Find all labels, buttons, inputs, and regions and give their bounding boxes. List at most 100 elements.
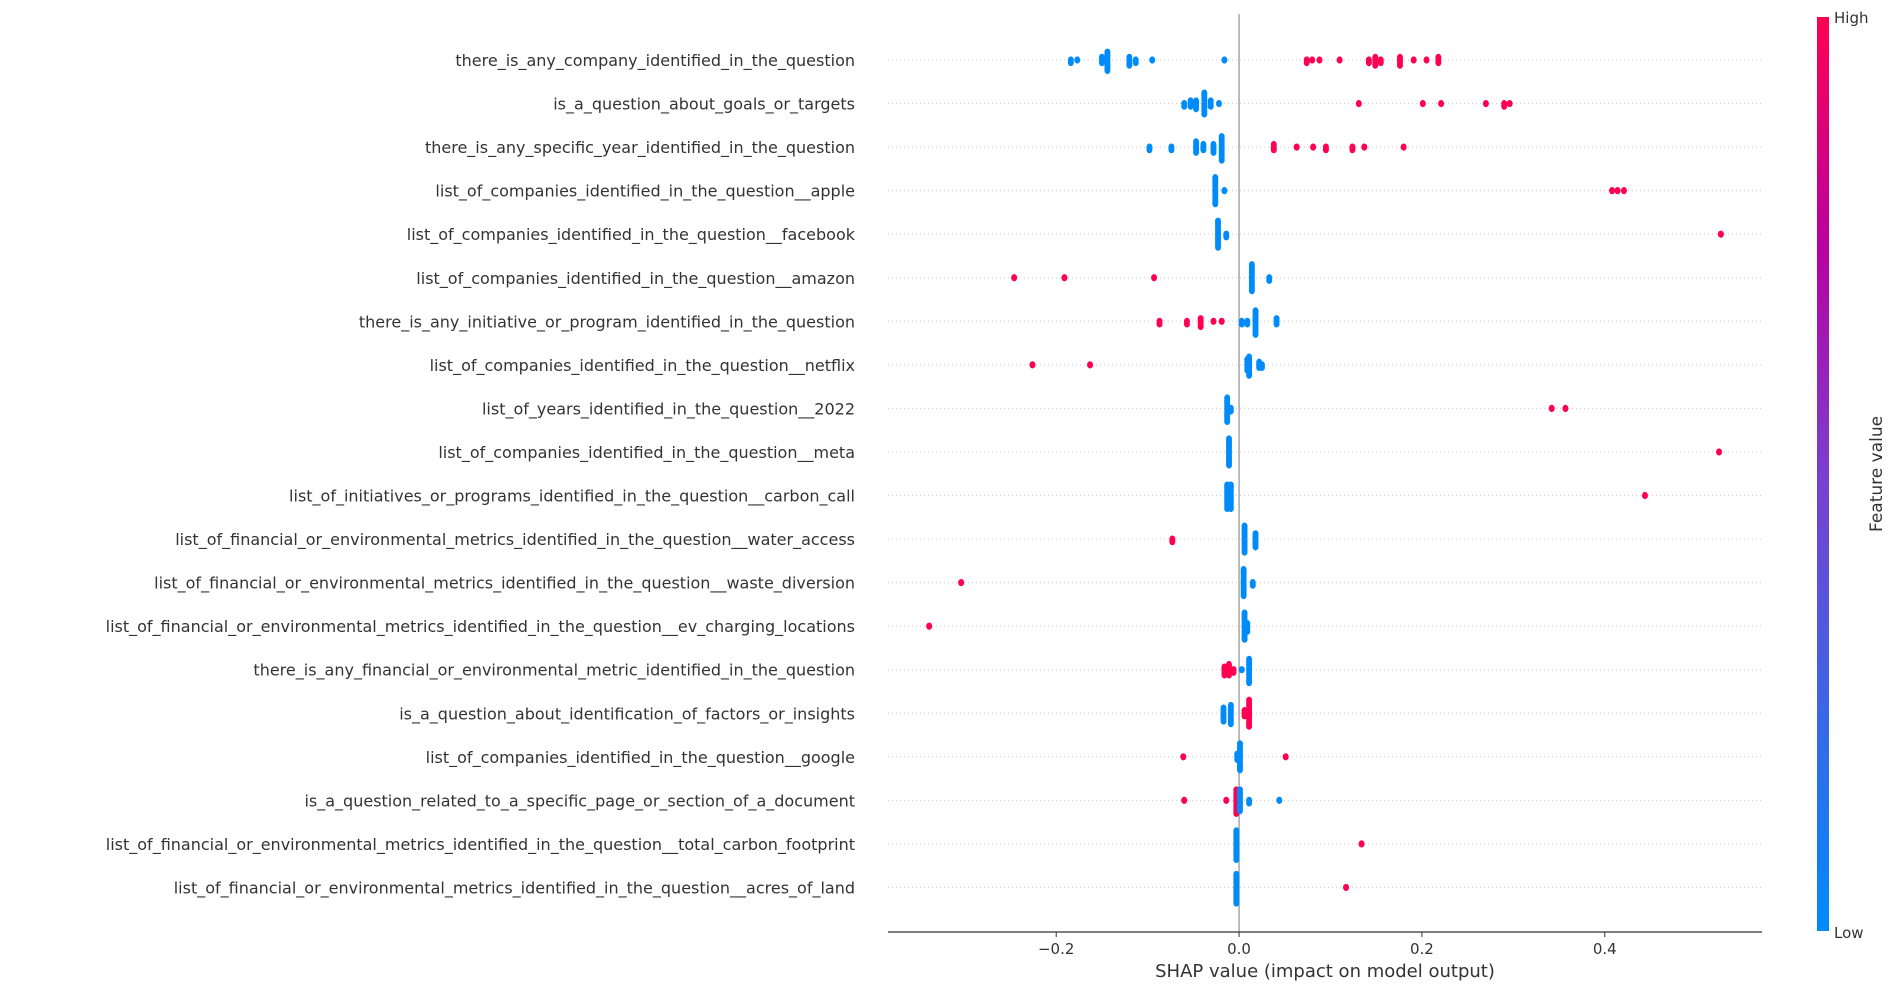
data-point: [1249, 581, 1256, 589]
colorbar-title: Feature value: [1867, 416, 1887, 532]
feature-label: there_is_any_initiative_or_program_ident…: [359, 312, 855, 332]
feature-label: list_of_initiatives_or_programs_identifi…: [289, 487, 855, 507]
data-point: [1562, 404, 1569, 412]
data-point: [1169, 538, 1176, 546]
data-point: [1266, 276, 1273, 284]
data-point: [1252, 330, 1259, 338]
data-point: [1181, 102, 1188, 110]
data-point: [1098, 53, 1105, 62]
data-point: [1273, 320, 1280, 328]
feature-label: list_of_companies_identified_in_the_ques…: [438, 443, 855, 463]
data-point: [1223, 233, 1230, 241]
data-point: [1226, 435, 1233, 443]
data-point: [1355, 99, 1362, 108]
data-point: [1180, 753, 1187, 761]
data-point: [1220, 704, 1227, 712]
data-point: [1193, 148, 1200, 156]
data-point: [1246, 722, 1253, 730]
data-point: [1233, 870, 1240, 879]
data-point: [1241, 635, 1248, 643]
data-point: [958, 579, 965, 587]
data-point: [1132, 59, 1139, 67]
data-point: [1104, 48, 1111, 56]
data-point: [1241, 548, 1248, 556]
data-point: [1240, 566, 1247, 574]
data-point: [1221, 671, 1228, 679]
data-point: [1227, 720, 1234, 728]
feature-label: list_of_financial_or_environmental_metri…: [106, 835, 855, 855]
data-point: [1506, 99, 1513, 108]
data-point: [1197, 322, 1204, 331]
data-point: [1218, 133, 1225, 141]
data-point: [1212, 174, 1219, 182]
data-point: [1240, 592, 1247, 600]
data-point: [1377, 59, 1384, 67]
data-point: [1548, 404, 1555, 412]
data-point: [1201, 110, 1208, 118]
data-point: [1227, 407, 1234, 415]
data-point: [1238, 320, 1245, 328]
data-point: [1201, 89, 1208, 97]
data-point: [1349, 146, 1356, 154]
data-point: [1221, 56, 1228, 64]
feature-label: is_a_question_about_identification_of_fa…: [399, 704, 855, 724]
data-point: [1309, 56, 1316, 64]
data-point: [1270, 146, 1277, 154]
data-point: [1248, 287, 1255, 295]
data-point: [1151, 274, 1158, 282]
x-tick-label: 0.2: [1410, 940, 1434, 958]
data-point: [1248, 261, 1255, 269]
data-point: [1210, 317, 1217, 325]
data-point: [1098, 59, 1105, 67]
data-point: [1365, 59, 1372, 67]
colorbar: High Low Feature value: [1817, 9, 1887, 942]
feature-label: list_of_financial_or_environmental_metri…: [175, 530, 855, 550]
data-point: [1230, 668, 1237, 676]
data-point: [1343, 883, 1350, 892]
data-point: [1200, 146, 1207, 154]
data-point: [1244, 320, 1251, 328]
data-point: [1061, 274, 1068, 282]
data-point: [1246, 353, 1253, 361]
data-point: [1187, 102, 1194, 110]
data-point: [1282, 753, 1289, 761]
data-point: [1435, 59, 1442, 67]
data-point: [1104, 66, 1111, 74]
data-point: [1372, 53, 1379, 62]
data-point: [1227, 481, 1234, 489]
data-point: [1252, 543, 1259, 551]
data-point: [1270, 140, 1277, 149]
data-point: [1218, 317, 1225, 325]
data-point: [1181, 796, 1188, 804]
data-point: [1187, 97, 1194, 105]
data-point: [1361, 143, 1368, 151]
data-point: [1223, 796, 1230, 804]
feature-label: there_is_any_financial_or_environmental_…: [253, 661, 855, 681]
data-point: [1226, 461, 1233, 469]
colorbar-gradient: [1817, 17, 1829, 931]
data-point: [1310, 143, 1317, 151]
x-axis: −0.2 0.0 0.2 0.4: [888, 931, 1762, 958]
data-point: [1227, 504, 1234, 513]
feature-label: list_of_financial_or_environmental_metri…: [174, 878, 855, 898]
data-point: [1156, 320, 1163, 328]
data-point: [1423, 56, 1430, 64]
feature-label: list_of_companies_identified_in_the_ques…: [407, 225, 856, 245]
data-point: [1218, 156, 1225, 164]
data-point: [1224, 417, 1231, 425]
data-point: [1224, 394, 1231, 402]
data-point: [1244, 627, 1251, 635]
data-point: [1717, 230, 1724, 238]
x-axis-label: SHAP value (impact on model output): [1155, 961, 1495, 982]
data-point: [1193, 97, 1200, 105]
feature-label: there_is_any_specific_year_identified_in…: [425, 138, 855, 158]
data-point: [1336, 56, 1343, 64]
feature-rows: there_is_any_company_identified_in_the_q…: [106, 51, 1762, 898]
data-point: [1435, 53, 1442, 62]
data-point: [926, 622, 933, 630]
data-point: [1207, 102, 1214, 110]
data-point: [1316, 56, 1323, 64]
data-point: [1233, 855, 1240, 864]
data-point: [1322, 146, 1329, 154]
data-point: [1246, 655, 1253, 663]
